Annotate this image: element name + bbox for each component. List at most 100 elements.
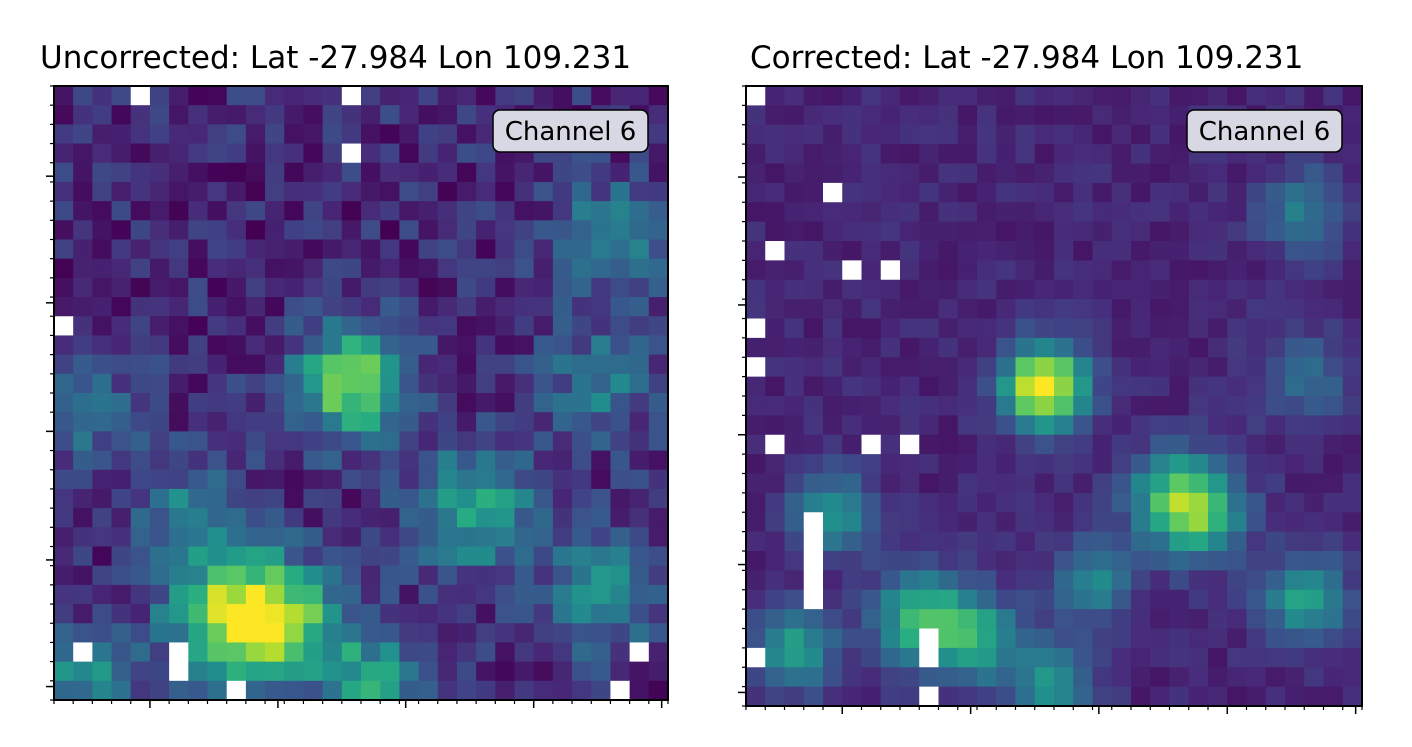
heatmap-cell xyxy=(284,527,305,548)
heatmap-cell xyxy=(245,412,266,432)
heatmap-cell xyxy=(54,680,74,701)
heatmap-cell xyxy=(188,412,209,432)
heatmap-cell xyxy=(111,316,132,337)
heatmap-cell xyxy=(456,297,477,317)
heatmap-cell xyxy=(1285,202,1305,223)
heatmap-cell xyxy=(880,531,901,552)
heatmap-cell xyxy=(188,86,209,106)
heatmap-cell xyxy=(1323,454,1344,475)
heatmap-cell xyxy=(476,488,496,509)
heatmap-cell xyxy=(188,105,209,125)
heatmap-cell xyxy=(938,86,959,106)
heatmap-cell xyxy=(977,202,997,223)
heatmap-cell xyxy=(322,431,343,452)
heatmap-cell xyxy=(1073,434,1094,455)
heatmap-cell xyxy=(957,473,978,494)
heatmap-cell xyxy=(957,609,978,630)
heatmap-cell xyxy=(1188,221,1209,242)
heatmap-cell xyxy=(1111,124,1132,145)
heatmap-cell xyxy=(765,299,786,320)
heatmap-cell xyxy=(552,527,573,548)
heatmap-cell xyxy=(957,628,978,649)
heatmap-cell xyxy=(1323,434,1344,455)
heatmap-cell xyxy=(919,434,940,455)
heatmap-cell xyxy=(552,680,573,701)
heatmap-cell xyxy=(437,604,458,624)
legend-box xyxy=(492,109,649,153)
heatmap-cell xyxy=(418,373,439,394)
heatmap-cell xyxy=(495,604,516,624)
heatmap-cell xyxy=(610,181,631,202)
heatmap-cell xyxy=(284,546,305,567)
heatmap-cell xyxy=(92,86,113,106)
heatmap-cell xyxy=(111,431,132,452)
heatmap-cell xyxy=(322,565,343,586)
heatmap-cell xyxy=(1034,105,1055,126)
heatmap-cell xyxy=(1342,299,1363,320)
heatmap-cell xyxy=(784,357,805,378)
heatmap-cell xyxy=(938,260,959,281)
heatmap-cell xyxy=(322,393,343,413)
heatmap-cell xyxy=(880,105,901,126)
heatmap-cell xyxy=(1265,589,1286,610)
heatmap-cell xyxy=(629,220,650,241)
heatmap-cell xyxy=(1342,609,1363,630)
heatmap-cell xyxy=(1265,473,1286,494)
heatmap-cell xyxy=(803,686,824,707)
heatmap-cell xyxy=(1227,551,1248,571)
heatmap-cell xyxy=(1265,609,1286,630)
heatmap-cell xyxy=(54,642,74,663)
heatmap-cell xyxy=(1131,86,1151,106)
heatmap-cell xyxy=(842,686,863,707)
heatmap-cell xyxy=(169,124,189,145)
heatmap-cell xyxy=(437,642,458,663)
heatmap-cell xyxy=(629,584,650,605)
heatmap-cell xyxy=(1188,279,1209,300)
heatmap-cell xyxy=(245,661,266,682)
heatmap-cell xyxy=(572,354,592,375)
heatmap-cell xyxy=(92,488,113,509)
heatmap-cell xyxy=(188,393,209,413)
heatmap-cell xyxy=(1304,512,1325,533)
heatmap-cell xyxy=(1342,105,1363,126)
heatmap-cell xyxy=(746,667,766,688)
heatmap-cell xyxy=(1304,221,1325,242)
heatmap-cell xyxy=(514,220,535,241)
heatmap-cell xyxy=(1285,396,1305,416)
heatmap-cell xyxy=(245,642,266,663)
heatmap-cell xyxy=(437,297,458,317)
heatmap-cell xyxy=(900,357,920,378)
heatmap-cell xyxy=(1188,299,1209,320)
heatmap-cell xyxy=(380,335,400,356)
heatmap-cell xyxy=(265,297,285,317)
heatmap-cell xyxy=(765,512,786,533)
heatmap-cell xyxy=(341,469,362,490)
heatmap-cell xyxy=(842,318,863,339)
heatmap-cell xyxy=(1188,531,1209,552)
heatmap-cell xyxy=(957,337,978,358)
heatmap-cell xyxy=(648,508,669,528)
heatmap-cell xyxy=(996,512,1017,533)
heatmap-cell xyxy=(572,546,592,567)
heatmap-cell xyxy=(399,604,420,624)
heatmap-cell xyxy=(1169,570,1190,591)
heatmap-cell xyxy=(130,86,151,106)
heatmap-cell xyxy=(765,124,786,145)
heatmap-cell xyxy=(1150,357,1171,378)
heatmap-cell xyxy=(552,220,573,241)
heatmap-cell xyxy=(610,335,631,356)
heatmap-cell xyxy=(399,373,420,394)
heatmap-cell xyxy=(1015,396,1036,416)
heatmap-cell xyxy=(1208,531,1228,552)
heatmap-cell xyxy=(514,469,535,490)
heatmap-cell xyxy=(1246,589,1267,610)
heatmap-cell xyxy=(188,584,209,605)
heatmap-cell xyxy=(803,415,824,436)
heatmap-cell xyxy=(1073,415,1094,436)
heatmap-cell xyxy=(610,584,631,605)
heatmap-cell xyxy=(1304,376,1325,397)
heatmap-cell xyxy=(1169,512,1190,533)
heatmap-cell xyxy=(73,680,93,701)
heatmap-cell xyxy=(591,661,612,682)
